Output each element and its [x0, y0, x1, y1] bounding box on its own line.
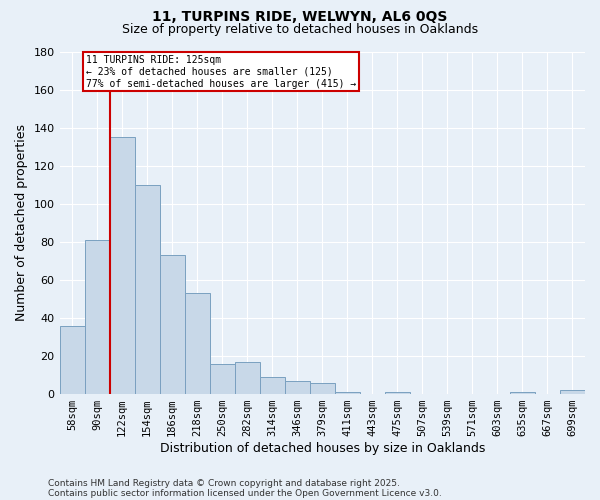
Bar: [85, 240, 110, 394]
Bar: [385, 392, 410, 394]
Text: Contains HM Land Registry data © Crown copyright and database right 2025.: Contains HM Land Registry data © Crown c…: [48, 478, 400, 488]
Bar: [510, 392, 535, 394]
Text: Contains public sector information licensed under the Open Government Licence v3: Contains public sector information licen…: [48, 488, 442, 498]
Bar: [285, 381, 310, 394]
Bar: [260, 377, 285, 394]
Y-axis label: Number of detached properties: Number of detached properties: [15, 124, 28, 322]
Text: Size of property relative to detached houses in Oaklands: Size of property relative to detached ho…: [122, 22, 478, 36]
Bar: [185, 293, 209, 394]
Bar: [310, 382, 335, 394]
Bar: [560, 390, 585, 394]
Bar: [110, 137, 134, 394]
Bar: [209, 364, 235, 394]
Text: 11, TURPINS RIDE, WELWYN, AL6 0QS: 11, TURPINS RIDE, WELWYN, AL6 0QS: [152, 10, 448, 24]
Text: 11 TURPINS RIDE: 125sqm
← 23% of detached houses are smaller (125)
77% of semi-d: 11 TURPINS RIDE: 125sqm ← 23% of detache…: [86, 56, 356, 88]
Bar: [160, 255, 185, 394]
X-axis label: Distribution of detached houses by size in Oaklands: Distribution of detached houses by size …: [160, 442, 485, 455]
Bar: [59, 326, 85, 394]
Bar: [335, 392, 360, 394]
Bar: [235, 362, 260, 394]
Bar: [134, 184, 160, 394]
